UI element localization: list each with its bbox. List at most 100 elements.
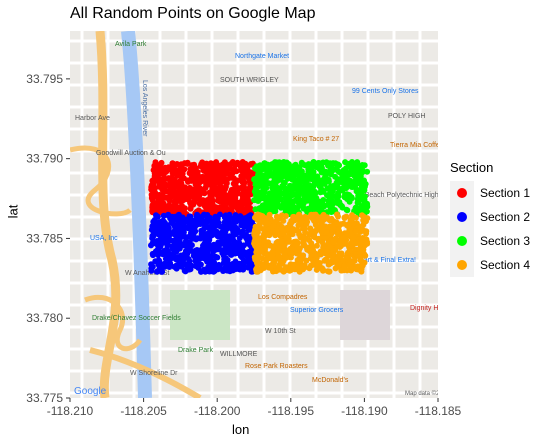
point bbox=[155, 261, 162, 268]
point bbox=[172, 199, 179, 206]
point bbox=[226, 162, 233, 169]
point bbox=[341, 215, 348, 221]
point bbox=[261, 160, 268, 167]
point bbox=[169, 161, 176, 168]
point bbox=[217, 198, 224, 205]
point bbox=[236, 240, 243, 247]
point bbox=[234, 159, 241, 166]
point bbox=[252, 165, 258, 172]
legend-label-section-1: Section 1 bbox=[480, 186, 531, 200]
point bbox=[158, 219, 165, 226]
legend-label-section-4: Section 4 bbox=[480, 258, 531, 272]
map-label-northgate: Northgate Market bbox=[235, 53, 289, 60]
point bbox=[203, 206, 210, 213]
point bbox=[258, 204, 265, 211]
point bbox=[230, 194, 237, 201]
point bbox=[243, 232, 250, 238]
legend-dot-section-3 bbox=[457, 236, 467, 246]
point bbox=[218, 229, 225, 236]
point bbox=[206, 200, 213, 207]
point bbox=[356, 246, 363, 253]
point bbox=[248, 268, 255, 275]
point bbox=[251, 176, 258, 183]
point bbox=[295, 169, 302, 176]
point bbox=[194, 212, 201, 219]
point bbox=[236, 235, 243, 242]
point bbox=[253, 266, 260, 273]
point bbox=[238, 222, 245, 229]
map-label-king-taco: King Taco # 27 bbox=[293, 136, 339, 143]
map-label-harbor-ave: Harbor Ave bbox=[75, 115, 110, 122]
point bbox=[181, 184, 188, 191]
point bbox=[243, 198, 250, 205]
point bbox=[202, 232, 209, 238]
point bbox=[361, 183, 368, 190]
point bbox=[231, 261, 238, 268]
point bbox=[288, 267, 294, 273]
point bbox=[153, 161, 160, 168]
map-label-goodwill: Goodwill Auction & Ou bbox=[96, 150, 166, 157]
point bbox=[174, 244, 181, 251]
point bbox=[213, 204, 219, 211]
point bbox=[306, 182, 313, 189]
point bbox=[280, 230, 286, 237]
point bbox=[193, 259, 200, 266]
point bbox=[300, 174, 307, 181]
y-axis: 33.775 33.780 33.785 33.790 33.795 bbox=[26, 72, 70, 405]
point bbox=[332, 265, 339, 272]
point bbox=[245, 258, 252, 264]
point bbox=[346, 161, 353, 168]
point bbox=[330, 239, 337, 246]
point bbox=[275, 254, 281, 261]
point bbox=[358, 192, 365, 199]
point bbox=[270, 193, 277, 200]
point bbox=[149, 233, 156, 239]
point bbox=[220, 189, 227, 196]
point bbox=[214, 243, 221, 250]
point bbox=[323, 229, 330, 236]
point bbox=[353, 188, 360, 195]
point bbox=[358, 268, 365, 275]
point bbox=[187, 186, 194, 192]
point bbox=[200, 174, 207, 181]
map-label-smart-final: mart & Final Extra! bbox=[358, 257, 416, 264]
point bbox=[180, 197, 187, 204]
point bbox=[361, 214, 368, 220]
point bbox=[315, 176, 322, 183]
point bbox=[287, 169, 294, 176]
map-label-dignity: Dignity H Mary Me bbox=[410, 305, 468, 312]
point bbox=[278, 225, 285, 232]
point bbox=[222, 212, 229, 219]
point bbox=[156, 191, 163, 198]
point bbox=[151, 186, 158, 193]
point bbox=[308, 188, 314, 195]
point bbox=[270, 268, 276, 275]
point bbox=[328, 208, 335, 215]
point bbox=[317, 200, 324, 207]
point bbox=[216, 211, 223, 218]
point bbox=[289, 226, 296, 233]
point bbox=[185, 178, 191, 185]
point bbox=[325, 224, 332, 231]
point bbox=[311, 201, 318, 208]
point bbox=[320, 211, 327, 218]
point bbox=[357, 238, 364, 245]
point bbox=[172, 237, 179, 244]
point bbox=[198, 200, 205, 207]
point bbox=[298, 265, 305, 272]
point bbox=[302, 229, 309, 236]
point bbox=[220, 223, 227, 230]
point bbox=[350, 163, 357, 170]
point bbox=[331, 184, 338, 191]
point bbox=[151, 222, 158, 229]
point bbox=[173, 168, 180, 174]
point bbox=[233, 200, 240, 207]
map-label-rose-park: Rose Park Roasters bbox=[245, 363, 308, 370]
point bbox=[364, 168, 371, 175]
point bbox=[343, 230, 350, 237]
point bbox=[258, 213, 265, 220]
point bbox=[276, 176, 283, 183]
point bbox=[182, 267, 189, 274]
point bbox=[247, 181, 254, 187]
